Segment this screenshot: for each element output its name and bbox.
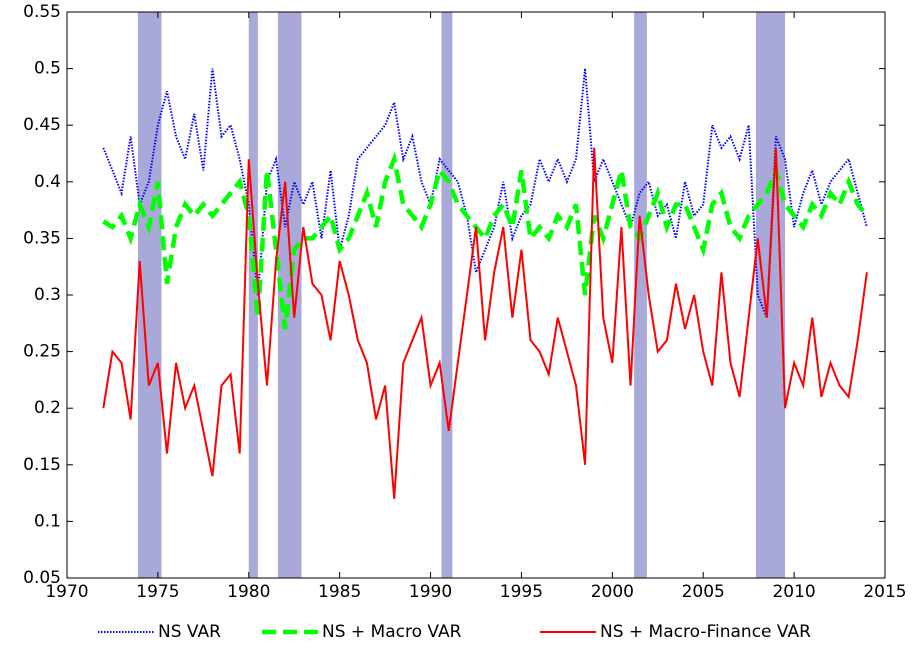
y-tick-label: 0.35 (23, 228, 61, 248)
x-tick-label: 1985 (318, 582, 361, 602)
y-tick-label: 0.55 (23, 2, 61, 22)
y-tick-label: 0.3 (34, 285, 61, 305)
x-tick-label: 2015 (863, 582, 906, 602)
y-tick-label: 0.15 (23, 455, 61, 475)
recession-band (441, 12, 453, 578)
recession-band (634, 12, 647, 578)
y-tick-label: 0.25 (23, 342, 61, 362)
series-line (102, 68, 868, 319)
legend-label: NS VAR (158, 622, 221, 642)
x-tick-label: 1975 (136, 582, 179, 602)
legend-label: NS + Macro VAR (322, 622, 462, 642)
x-tick-label: 2000 (591, 582, 634, 602)
recession-band (248, 12, 258, 578)
y-tick-label: 0.4 (34, 172, 61, 192)
x-tick-label: 1980 (227, 582, 270, 602)
x-tick-label: 2005 (682, 582, 725, 602)
x-tick-label: 2010 (772, 582, 815, 602)
x-tick-label: 1970 (45, 582, 88, 602)
y-tick-label: 0.05 (23, 568, 61, 588)
y-tick-label: 0.5 (34, 59, 61, 79)
series-line (102, 147, 868, 499)
y-tick-label: 0.2 (34, 398, 61, 418)
legend-label: NS + Macro-Finance VAR (600, 622, 811, 642)
x-tick-label: 1990 (409, 582, 452, 602)
recession-band (137, 12, 162, 578)
series-line (102, 151, 869, 330)
x-tick-label: 1995 (500, 582, 543, 602)
y-tick-label: 0.1 (34, 511, 61, 531)
plot-area (67, 12, 885, 578)
y-tick-label: 0.45 (23, 115, 61, 135)
